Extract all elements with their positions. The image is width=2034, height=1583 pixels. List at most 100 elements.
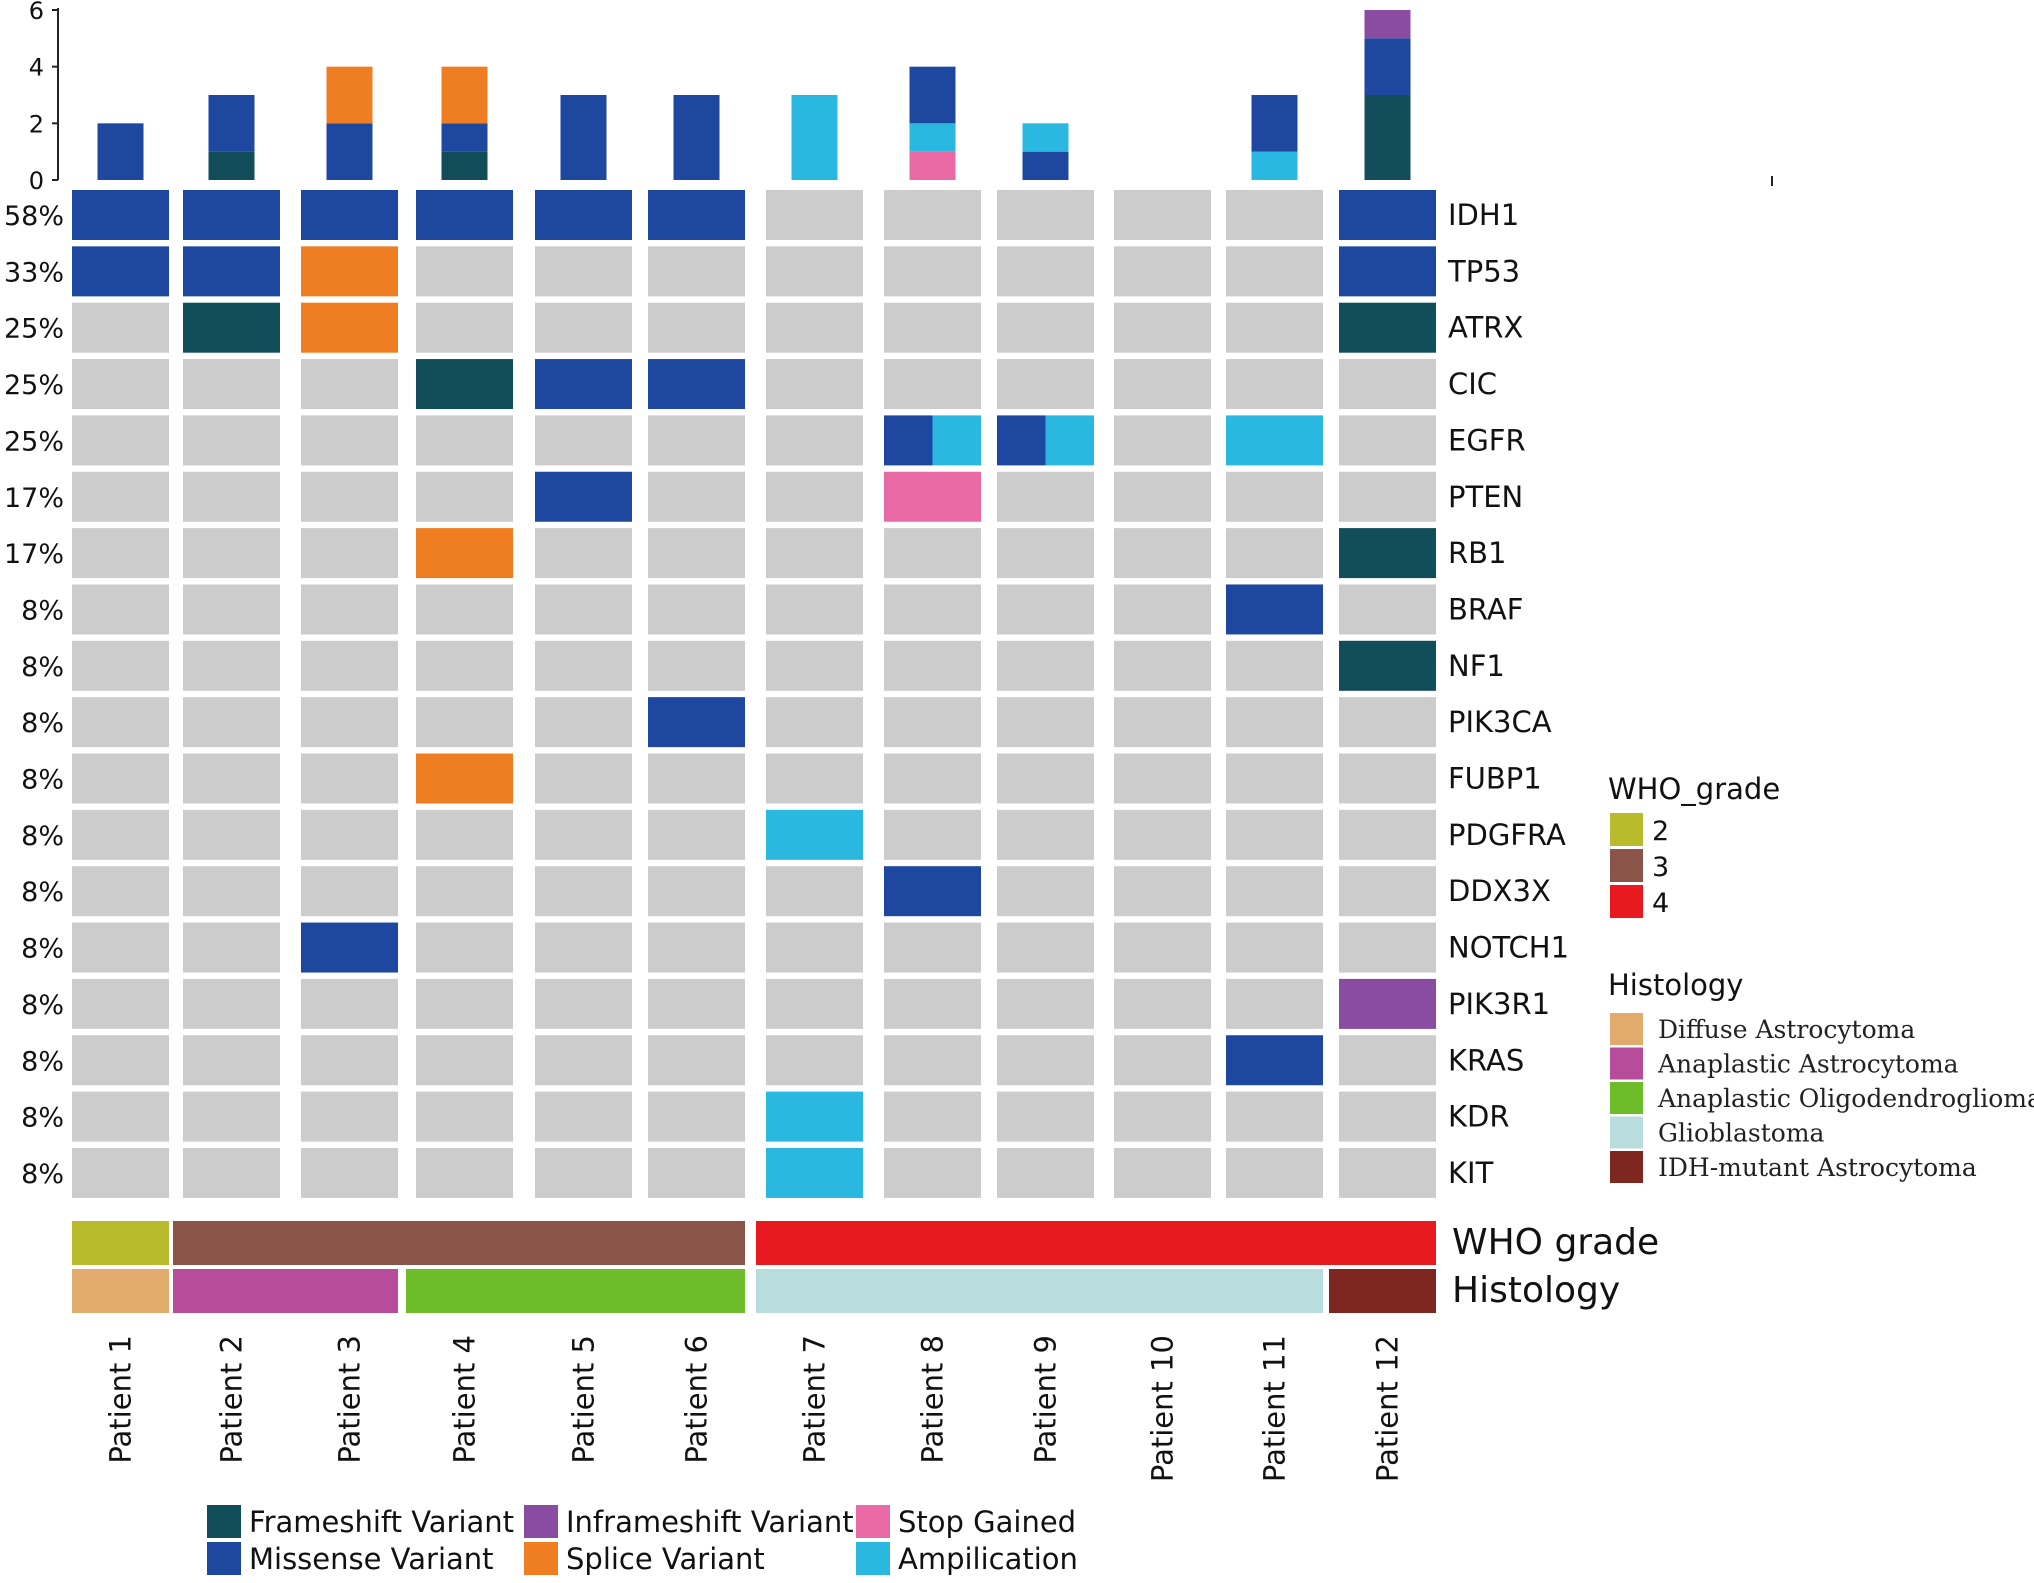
legend-histology-label-idh-mutant-astrocytoma: IDH-mutant Astrocytoma <box>1658 1153 1977 1182</box>
cell-kras-patient-4 <box>416 1035 513 1086</box>
cell-tp53-patient-6 <box>648 246 745 297</box>
annot-who-grade-4-6 <box>756 1221 1436 1265</box>
cell-braf-patient-4 <box>416 584 513 635</box>
annot-who-grade-3-1 <box>173 1221 745 1265</box>
cell-kit-patient-1 <box>72 1147 169 1198</box>
annot-label-histology: Histology <box>1452 1270 1620 1311</box>
cell-pdgfra-patient-8 <box>884 809 981 860</box>
cell-atrx-patient-6 <box>648 302 745 353</box>
cell-egfr-patient-9-amp <box>1045 415 1094 466</box>
cell-notch1-patient-2 <box>183 922 280 973</box>
cell-egfr-patient-6 <box>648 415 745 466</box>
cell-nf1-patient-7 <box>766 640 863 691</box>
percent-label-cic: 25% <box>4 370 64 401</box>
cell-kdr-patient-1 <box>72 1091 169 1142</box>
top-bar-patient-12-frameshift <box>1364 95 1411 180</box>
top-bar-tick-label-6: 6 <box>29 0 44 25</box>
cell-kdr-patient-8 <box>884 1091 981 1142</box>
patient-label-patient-7: Patient 7 <box>798 1335 832 1464</box>
cell-tp53-patient-7 <box>766 246 863 297</box>
cell-pdgfra-patient-9 <box>997 809 1094 860</box>
cell-nf1-patient-2 <box>183 640 280 691</box>
legend-variant-label-stop: Stop Gained <box>898 1505 1076 1539</box>
percent-label-idh1: 58% <box>4 201 64 232</box>
top-bar-patient-5-missense <box>560 95 607 180</box>
cell-braf-patient-8 <box>884 584 981 635</box>
cell-idh1-patient-5-missense <box>535 190 632 240</box>
top-bar-patient-3-splice <box>326 66 373 124</box>
cell-rb1-patient-9 <box>997 528 1094 579</box>
cell-atrx-patient-12-frameshift <box>1339 302 1436 353</box>
cell-pten-patient-12 <box>1339 471 1436 522</box>
top-bar-patient-3-missense <box>326 123 373 180</box>
cell-tp53-patient-3-splice <box>301 246 398 297</box>
legend-variant-swatch-stop <box>856 1505 890 1538</box>
cell-rb1-patient-5 <box>535 528 632 579</box>
cell-braf-patient-2 <box>183 584 280 635</box>
cell-notch1-patient-8 <box>884 922 981 973</box>
legend-grade-label-2: 2 <box>1652 816 1669 847</box>
cell-braf-patient-6 <box>648 584 745 635</box>
cell-tp53-patient-4 <box>416 246 513 297</box>
top-bar-patient-6-missense <box>673 95 720 180</box>
cell-rb1-patient-4-splice <box>416 528 513 579</box>
percent-label-kdr: 8% <box>21 1103 64 1134</box>
legend-grade-swatch-4 <box>1610 885 1643 918</box>
cell-notch1-patient-5 <box>535 922 632 973</box>
legend-histology-title: Histology <box>1608 968 1743 1002</box>
cell-idh1-patient-9 <box>997 190 1094 240</box>
cell-egfr-patient-9-missense <box>997 415 1046 466</box>
cell-braf-patient-12 <box>1339 584 1436 635</box>
cell-atrx-patient-7 <box>766 302 863 353</box>
cell-cic-patient-4-frameshift <box>416 359 513 410</box>
gene-label-egfr: EGFR <box>1448 423 1526 457</box>
annot-label-who-grade: WHO grade <box>1452 1222 1659 1263</box>
cell-notch1-patient-9 <box>997 922 1094 973</box>
top-bar-patient-11-amp <box>1251 151 1298 180</box>
cell-pik3r1-patient-8 <box>884 978 981 1029</box>
cell-notch1-patient-3-missense <box>301 922 398 973</box>
cell-tp53-patient-1-missense <box>72 246 169 297</box>
top-bar-patient-1-missense <box>97 123 144 180</box>
cell-egfr-patient-8-missense <box>884 415 933 466</box>
cell-ddx3x-patient-3 <box>301 866 398 917</box>
mutation-grid <box>72 190 1436 1198</box>
gene-label-pik3r1: PIK3R1 <box>1448 987 1550 1021</box>
cell-kdr-patient-4 <box>416 1091 513 1142</box>
top-bar-patient-4-missense <box>441 123 488 152</box>
annot-histology-anaplastic-astrocytoma-1 <box>173 1269 398 1313</box>
cell-cic-patient-7 <box>766 359 863 410</box>
legend-grade-title: WHO_grade <box>1608 772 1780 806</box>
cell-cic-patient-9 <box>997 359 1094 410</box>
patient-label-patient-8: Patient 8 <box>916 1335 950 1464</box>
cell-atrx-patient-2-frameshift <box>183 302 280 353</box>
legend-variant-swatch-missense <box>207 1542 241 1575</box>
cell-cic-patient-6-missense <box>648 359 745 410</box>
cell-nf1-patient-12-frameshift <box>1339 640 1436 691</box>
percent-label-notch1: 8% <box>21 934 64 965</box>
cell-braf-patient-10 <box>1114 584 1211 635</box>
cell-atrx-patient-1 <box>72 302 169 353</box>
cell-pdgfra-patient-7-amp <box>766 809 863 860</box>
cell-nf1-patient-4 <box>416 640 513 691</box>
cell-tp53-patient-10 <box>1114 246 1211 297</box>
percent-labels: 58% 33% 25% 25% 25% 17% 17% 8% 8% 8% 8% 8% 8% 8% 8% 8% 8… <box>4 201 64 1190</box>
annotation-tracks: WHO grade Histology <box>72 1221 1659 1313</box>
cell-cic-patient-5-missense <box>535 359 632 410</box>
legend-variant-label-missense: Missense Variant <box>249 1542 494 1576</box>
gene-label-nf1: NF1 <box>1448 649 1505 683</box>
cell-idh1-patient-1-missense <box>72 190 169 240</box>
cell-pten-patient-5-missense <box>535 471 632 522</box>
cell-pik3r1-patient-11 <box>1226 978 1323 1029</box>
legend-grade-label-4: 4 <box>1652 888 1669 919</box>
cell-idh1-patient-4-missense <box>416 190 513 240</box>
cell-tp53-patient-2-missense <box>183 246 280 297</box>
cell-kdr-patient-11 <box>1226 1091 1323 1142</box>
cell-kit-patient-6 <box>648 1147 745 1198</box>
cell-kit-patient-9 <box>997 1147 1094 1198</box>
patient-label-patient-3: Patient 3 <box>333 1335 367 1464</box>
cell-atrx-patient-10 <box>1114 302 1211 353</box>
cell-pik3ca-patient-12 <box>1339 697 1436 748</box>
cell-tp53-patient-9 <box>997 246 1094 297</box>
